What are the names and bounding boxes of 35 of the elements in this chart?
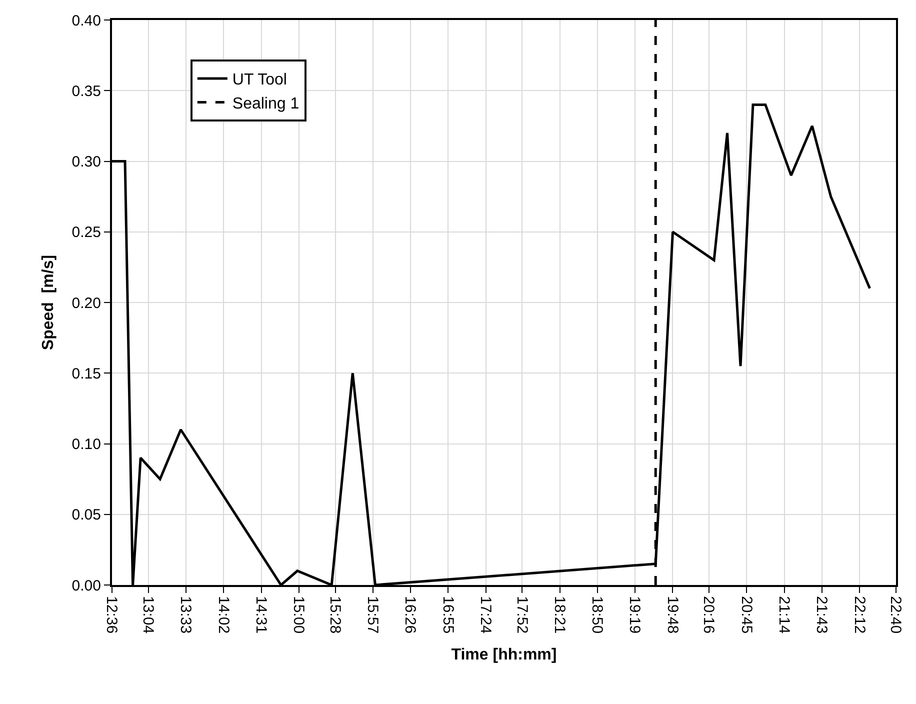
x-tick-label: 18:50 xyxy=(588,596,606,634)
x-tick-label: 14:02 xyxy=(214,596,232,634)
x-tick-label: 12:36 xyxy=(103,596,120,634)
x-tick-label: 20:16 xyxy=(700,596,718,634)
x-tick-label: 22:12 xyxy=(850,596,868,634)
y-tick-label: 0.40 xyxy=(72,12,101,30)
y-tick-label: 0.30 xyxy=(72,154,101,170)
x-tick-label: 14:31 xyxy=(252,596,270,634)
x-tick-label: 15:57 xyxy=(364,596,382,634)
x-tick-label: 13:33 xyxy=(177,596,194,634)
x-tick-label: 16:55 xyxy=(439,596,456,634)
x-tick-label: 19:19 xyxy=(626,596,644,634)
x-tick-label: 20:45 xyxy=(738,596,755,634)
y-tick-label: 0.35 xyxy=(72,82,101,100)
x-tick-label: 21:14 xyxy=(775,596,792,634)
x-tick-label: 17:24 xyxy=(476,596,494,634)
y-tick-label: 0.20 xyxy=(72,294,101,312)
x-tick-label: 15:28 xyxy=(326,596,344,634)
x-tick-label: 18:21 xyxy=(550,596,568,634)
legend-label: Sealing 1 xyxy=(232,95,300,112)
y-tick-label: 0.15 xyxy=(72,365,101,382)
y-tick-label: 0.00 xyxy=(72,577,101,594)
x-tick-label: 13:04 xyxy=(139,596,156,634)
x-tick-label: 15:00 xyxy=(290,596,308,634)
x-tick-label: 21:43 xyxy=(813,596,830,634)
y-tick-label: 0.25 xyxy=(72,224,101,242)
x-tick-label: 22:40 xyxy=(887,596,904,634)
y-tick-label: 0.05 xyxy=(72,506,101,524)
x-tick-label: 16:26 xyxy=(402,596,419,634)
legend-label: UT Tool xyxy=(232,72,287,89)
y-axis-title: Speed [m/s] xyxy=(40,254,58,350)
x-axis-title: Time [hh:mm] xyxy=(451,646,557,664)
x-tick-label: 17:52 xyxy=(513,596,530,634)
y-tick-label: 0.10 xyxy=(72,436,101,453)
x-tick-label: 19:48 xyxy=(664,596,681,634)
